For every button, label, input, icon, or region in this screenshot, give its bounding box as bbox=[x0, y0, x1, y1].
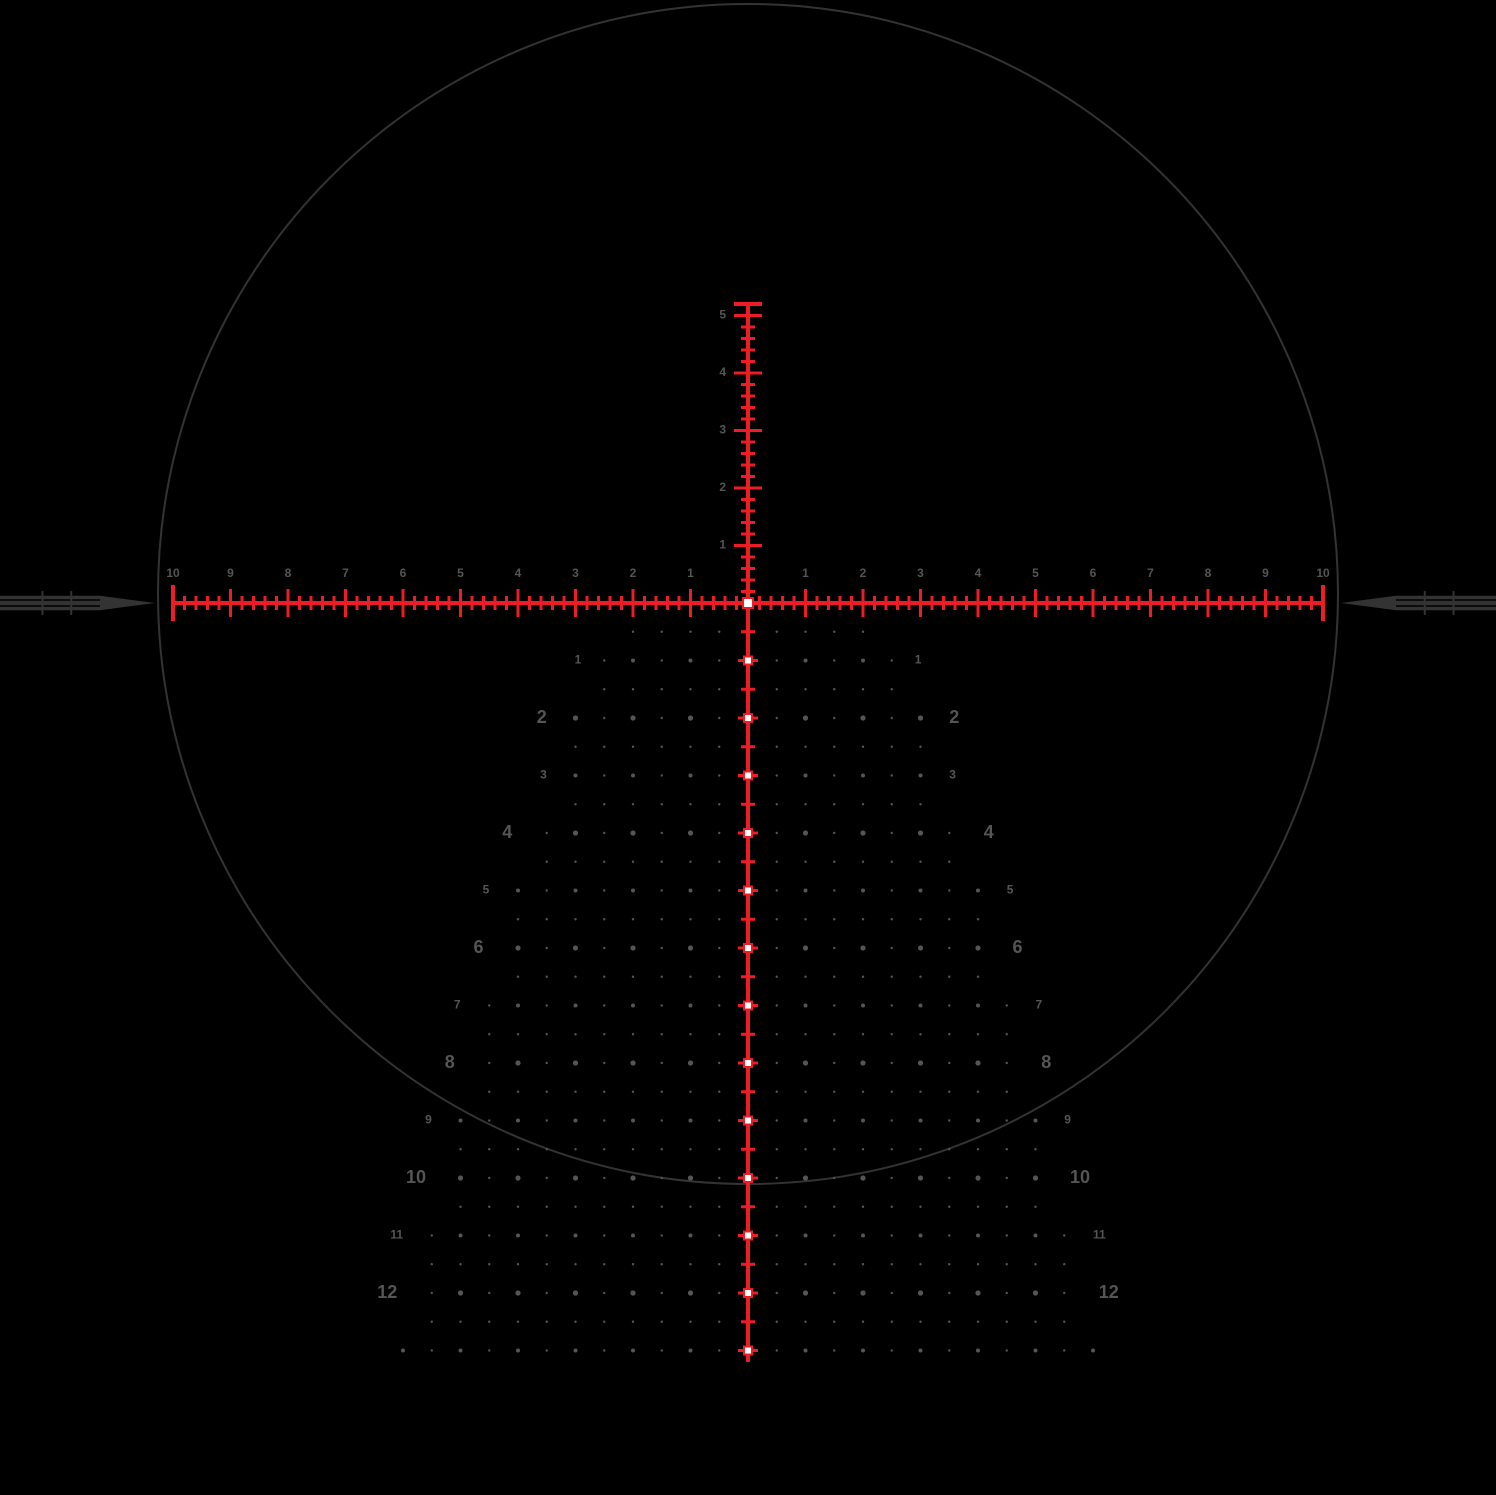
svg-text:7: 7 bbox=[1036, 998, 1043, 1012]
svg-text:5: 5 bbox=[457, 566, 464, 580]
svg-text:3: 3 bbox=[917, 566, 924, 580]
svg-text:1: 1 bbox=[719, 538, 726, 552]
svg-text:9: 9 bbox=[1262, 566, 1269, 580]
svg-text:10: 10 bbox=[166, 566, 180, 580]
svg-text:4: 4 bbox=[975, 566, 982, 580]
svg-text:8: 8 bbox=[445, 1052, 455, 1072]
svg-text:8: 8 bbox=[1205, 566, 1212, 580]
svg-text:8: 8 bbox=[1041, 1052, 1051, 1072]
reticle-diagram: 1122334455667788991010111112121122334455… bbox=[0, 0, 1496, 1495]
svg-text:3: 3 bbox=[949, 768, 956, 782]
svg-text:6: 6 bbox=[1013, 937, 1023, 957]
svg-text:10: 10 bbox=[1070, 1167, 1090, 1187]
svg-text:4: 4 bbox=[984, 822, 994, 842]
svg-text:2: 2 bbox=[949, 707, 959, 727]
svg-text:2: 2 bbox=[860, 566, 867, 580]
svg-text:7: 7 bbox=[342, 566, 349, 580]
svg-text:3: 3 bbox=[572, 566, 579, 580]
svg-text:5: 5 bbox=[719, 308, 726, 322]
svg-text:1: 1 bbox=[915, 653, 922, 667]
svg-text:3: 3 bbox=[719, 423, 726, 437]
svg-text:2: 2 bbox=[630, 566, 637, 580]
svg-text:11: 11 bbox=[390, 1228, 403, 1242]
svg-text:1: 1 bbox=[575, 653, 582, 667]
svg-text:7: 7 bbox=[1147, 566, 1154, 580]
svg-text:5: 5 bbox=[1032, 566, 1039, 580]
svg-text:6: 6 bbox=[1090, 566, 1097, 580]
svg-text:2: 2 bbox=[719, 480, 726, 494]
svg-text:7: 7 bbox=[454, 998, 461, 1012]
svg-text:6: 6 bbox=[473, 937, 483, 957]
svg-text:9: 9 bbox=[1064, 1113, 1071, 1127]
svg-text:11: 11 bbox=[1093, 1228, 1106, 1242]
svg-text:12: 12 bbox=[377, 1282, 397, 1302]
svg-text:1: 1 bbox=[802, 566, 809, 580]
svg-text:4: 4 bbox=[719, 365, 726, 379]
svg-text:10: 10 bbox=[406, 1167, 426, 1187]
svg-text:4: 4 bbox=[502, 822, 512, 842]
svg-text:4: 4 bbox=[515, 566, 522, 580]
svg-text:9: 9 bbox=[227, 566, 234, 580]
svg-text:5: 5 bbox=[483, 883, 490, 897]
svg-text:12: 12 bbox=[1099, 1282, 1119, 1302]
svg-text:10: 10 bbox=[1316, 566, 1330, 580]
svg-text:2: 2 bbox=[537, 707, 547, 727]
svg-text:5: 5 bbox=[1007, 883, 1014, 897]
svg-text:6: 6 bbox=[400, 566, 407, 580]
svg-text:8: 8 bbox=[285, 566, 292, 580]
svg-text:9: 9 bbox=[425, 1113, 432, 1127]
svg-text:3: 3 bbox=[540, 768, 547, 782]
svg-text:1: 1 bbox=[687, 566, 694, 580]
